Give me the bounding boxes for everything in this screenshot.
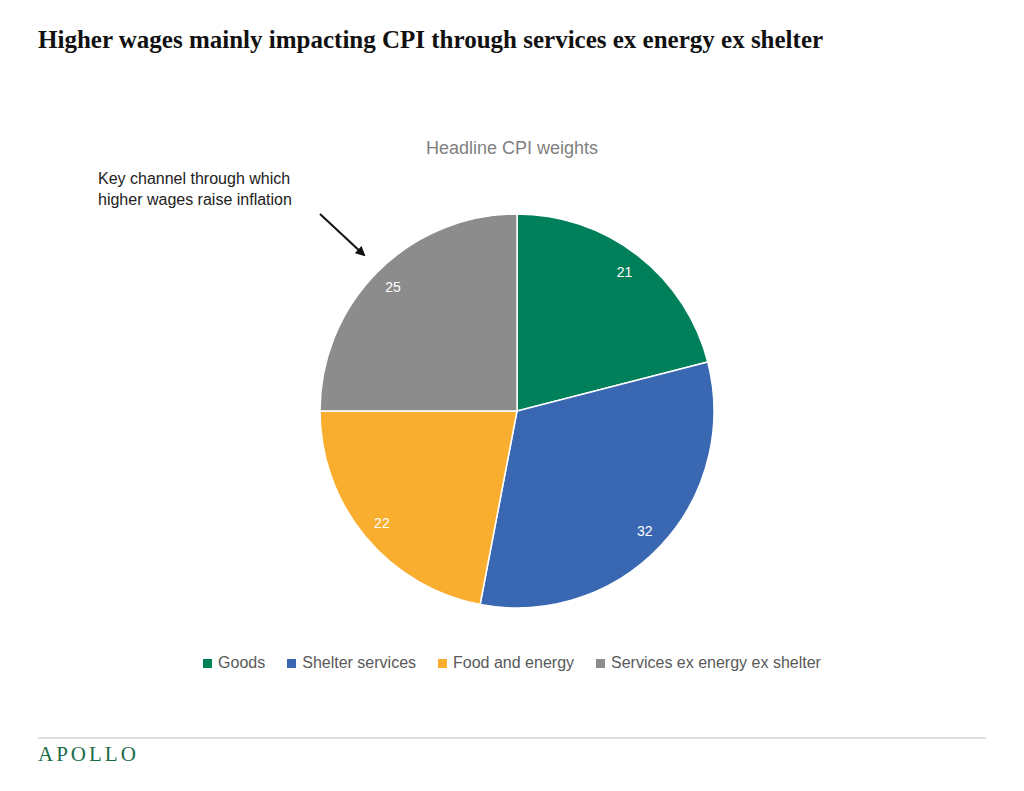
html-text:Shelter services: Shelter services <box>302 654 416 671</box>
html-text:Services ex energy ex shelter: Services ex energy ex shelter <box>611 654 821 671</box>
svg-text:21: 21 <box>617 264 633 280</box>
html-text:APOLLO: APOLLO <box>38 742 139 766</box>
html-text:Higher wages mainly impacting: Higher wages mainly impacting CPI throug… <box>38 26 824 53</box>
html-text:Goods: Goods <box>218 654 266 671</box>
svg-text:22: 22 <box>374 515 390 531</box>
svg-text:25: 25 <box>385 279 401 295</box>
html-text:Key channel through which high: Key channel through which higher wages r… <box>98 170 292 208</box>
html-text:Food and energy: Food and energy <box>453 654 574 671</box>
svg-text:32: 32 <box>637 523 653 539</box>
html-text:Headline CPI weights: Headline CPI weights <box>426 138 598 158</box>
